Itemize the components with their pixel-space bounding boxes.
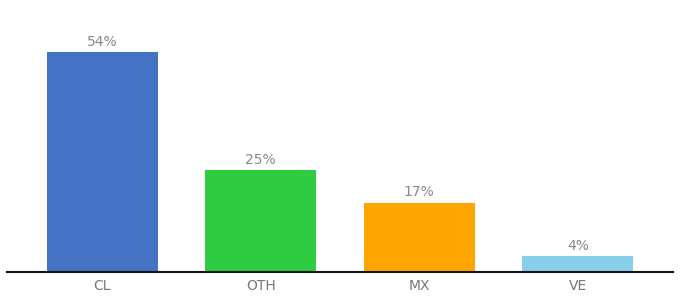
Text: 54%: 54% <box>87 34 118 49</box>
Text: 17%: 17% <box>404 185 435 200</box>
Text: 25%: 25% <box>245 153 276 167</box>
Bar <box>205 170 316 272</box>
Bar <box>364 203 475 272</box>
Bar <box>522 256 633 272</box>
Bar <box>47 52 158 272</box>
Text: 4%: 4% <box>567 238 589 253</box>
